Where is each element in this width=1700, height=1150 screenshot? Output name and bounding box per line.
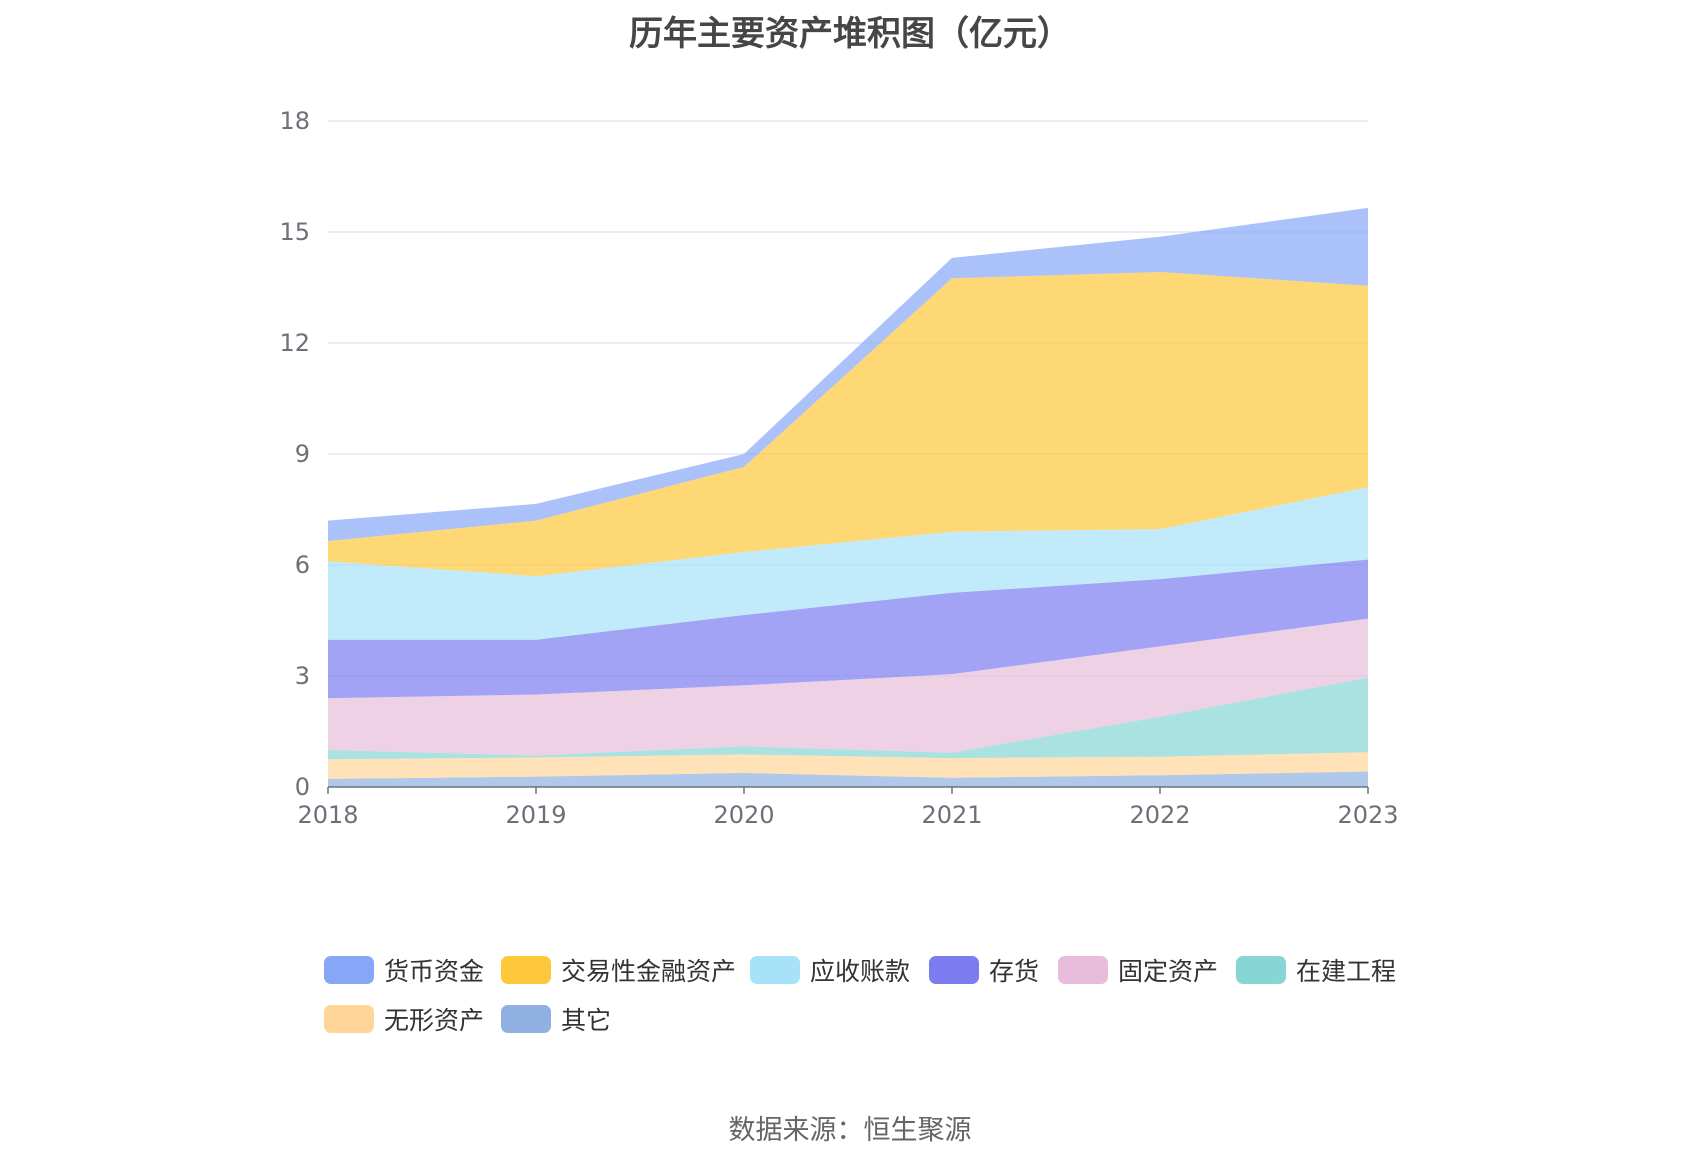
area-货币资金: [328, 207, 1368, 541]
legend-item[interactable]: 其它: [501, 1004, 612, 1035]
x-tick-label: 2021: [921, 801, 982, 829]
legend-swatch: [324, 1005, 374, 1033]
legend-label: 其它: [561, 1006, 612, 1035]
legend-item[interactable]: 无形资产: [324, 1004, 485, 1035]
area-应收账款: [328, 487, 1368, 640]
area-交易性金融资产: [328, 272, 1368, 577]
y-tick-label: 9: [295, 440, 310, 468]
legend-item[interactable]: 固定资产: [1058, 955, 1219, 986]
area-其它: [328, 771, 1368, 787]
legend-swatch: [501, 956, 551, 984]
y-tick-label: 15: [279, 218, 310, 246]
y-tick-label: 3: [295, 662, 310, 690]
legend-label: 固定资产: [1118, 957, 1219, 986]
legend-swatch: [324, 956, 374, 984]
area-在建工程: [328, 677, 1368, 760]
chart-title: 历年主要资产堆积图（亿元）: [629, 14, 1071, 54]
legend-label: 存货: [989, 957, 1040, 986]
x-tick-label: 2022: [1129, 801, 1190, 829]
area-存货: [328, 559, 1368, 699]
x-tick-label: 2020: [713, 801, 774, 829]
legend-item[interactable]: 存货: [929, 955, 1040, 986]
legend-item[interactable]: 货币资金: [324, 955, 485, 986]
stacked-area-chart: 0 3 6 9 12 15 18 2018 2019 2020 2021 2022 2023: [279, 107, 1398, 829]
legend-label: 在建工程: [1296, 957, 1397, 986]
x-tick-label: 2018: [297, 801, 358, 829]
legend-swatch: [501, 1005, 551, 1033]
y-axis-tick-labels: 0 3 6 9 12 15 18: [279, 107, 310, 801]
legend-item[interactable]: 应收账款: [750, 955, 911, 986]
area-无形资产: [328, 752, 1368, 779]
area-series: [328, 207, 1368, 787]
y-tick-label: 6: [295, 551, 310, 579]
y-tick-label: 0: [295, 773, 310, 801]
x-tick-label: 2019: [505, 801, 566, 829]
y-tick-label: 18: [279, 107, 310, 135]
legend-swatch: [1236, 956, 1286, 984]
legend-swatch: [1058, 956, 1108, 984]
legend-swatch: [929, 956, 979, 984]
legend-item[interactable]: 交易性金融资产: [501, 955, 737, 986]
x-tick-label: 2023: [1337, 801, 1398, 829]
legend-label: 货币资金: [384, 957, 485, 986]
legend-swatch: [750, 956, 800, 984]
x-axis-tick-labels: 2018 2019 2020 2021 2022 2023: [297, 801, 1398, 829]
axes: [327, 786, 1369, 794]
legend-label: 交易性金融资产: [561, 957, 737, 986]
data-source-note: 数据来源：恒生聚源: [728, 1115, 972, 1146]
legend-item[interactable]: 在建工程: [1236, 955, 1397, 986]
y-tick-label: 12: [279, 329, 310, 357]
legend-label: 无形资产: [384, 1006, 485, 1035]
area-固定资产: [328, 618, 1368, 756]
legend-label: 应收账款: [810, 957, 911, 986]
